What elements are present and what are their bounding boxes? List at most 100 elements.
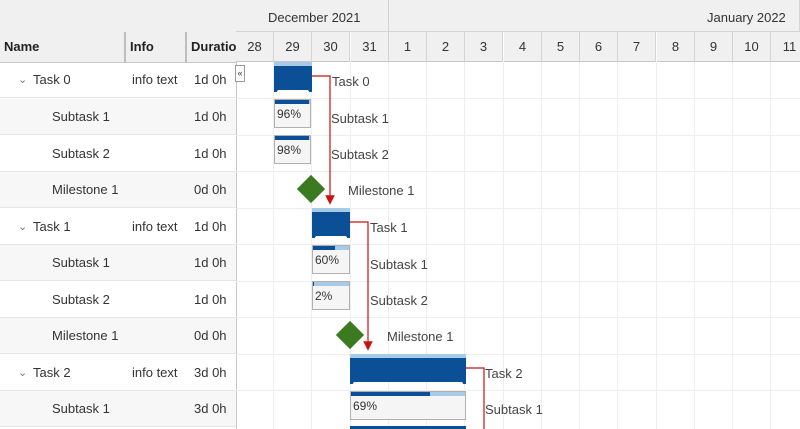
task-row[interactable]: ⌄ Task 1 info text 1d 0h [0, 209, 236, 245]
day-header: 7 [618, 32, 656, 62]
grid-line [541, 62, 542, 429]
summary-bar[interactable] [274, 62, 312, 92]
progress-text: 96% [277, 107, 302, 121]
bar-label: Task 1 [370, 220, 408, 235]
task-name: Subtask 1 [52, 109, 110, 124]
bar-label: Subtask 1 [370, 257, 428, 272]
day-header: 3 [465, 32, 503, 62]
grid-line [503, 62, 504, 429]
task-info: info text [132, 72, 178, 87]
subtask-bar[interactable]: 60% [312, 245, 350, 274]
row-line [236, 171, 800, 172]
grid-line [694, 62, 695, 429]
task-duration: 3d 0h [194, 401, 227, 416]
chevron-down-icon[interactable]: ⌄ [18, 367, 28, 379]
grid-header-row: Name Info Duratio [0, 32, 236, 63]
task-row[interactable]: Subtask 1 1d 0h [0, 245, 236, 281]
task-duration: 0d 0h [194, 328, 227, 343]
task-name: Subtask 1 [52, 401, 110, 416]
task-name: Subtask 2 [52, 146, 110, 161]
day-header: 10 [733, 32, 771, 62]
task-row[interactable]: ⌄ Task 2 info text 3d 0h [0, 355, 236, 391]
day-header: 11 [771, 32, 800, 62]
task-duration: 1d 0h [194, 109, 227, 124]
progress-text: 60% [315, 253, 340, 267]
bar-label: Milestone 1 [387, 329, 454, 344]
dependency-links [312, 75, 485, 429]
day-header: 5 [542, 32, 580, 62]
task-name: Task 1 [33, 219, 71, 234]
row-line [236, 135, 800, 136]
progress-track [313, 282, 349, 286]
bar-label: Task 0 [332, 74, 370, 89]
task-duration: 0d 0h [194, 182, 227, 197]
row-line [236, 354, 800, 355]
row-line [236, 317, 800, 318]
subtask-bar[interactable]: 96% [274, 99, 311, 128]
day-header: 28 [236, 32, 274, 62]
grid-line [426, 62, 427, 429]
collapse-grid-button[interactable]: « [235, 65, 245, 82]
day-header: 1 [389, 32, 427, 62]
bar-label: Subtask 1 [331, 111, 389, 126]
subtask-bar[interactable]: 2% [312, 281, 350, 310]
task-row[interactable]: Subtask 2 1d 0h [0, 136, 236, 172]
day-header: 2 [427, 32, 465, 62]
column-header-duration[interactable]: Duratio [191, 39, 236, 54]
summary-bar-top [312, 208, 350, 212]
task-row[interactable]: Milestone 1 0d 0h [0, 172, 236, 208]
grid-line [579, 62, 580, 429]
column-header-info[interactable]: Info [126, 32, 187, 62]
summary-bar[interactable] [350, 426, 466, 429]
task-duration: 1d 0h [194, 72, 227, 87]
summary-bar[interactable] [312, 208, 350, 238]
summary-bar-shape [312, 212, 350, 238]
summary-bar[interactable] [350, 354, 466, 384]
task-grid: Name Info Duratio ⌄ Task 0 info text 1d … [0, 0, 237, 429]
progress-text: 98% [277, 143, 302, 157]
day-header: 29 [274, 32, 312, 62]
row-line [236, 390, 800, 391]
summary-bar-top [274, 62, 312, 66]
grid-line [617, 62, 618, 429]
task-row[interactable]: ⌄ Task 0 info text 1d 0h [0, 62, 236, 98]
task-name: Milestone 1 [52, 328, 119, 343]
task-name: Milestone 1 [52, 182, 119, 197]
task-row[interactable]: Subtask 1 1d 0h [0, 99, 236, 135]
column-header-name[interactable]: Name [0, 32, 126, 62]
task-row[interactable]: Milestone 1 0d 0h [0, 318, 236, 354]
summary-bar-top [350, 354, 466, 358]
task-duration: 1d 0h [194, 292, 227, 307]
gantt-chart: December 2021 January 2022 28 29 30 31 1… [236, 0, 800, 429]
task-row[interactable]: Subtask 2 1d 0h [0, 282, 236, 318]
day-header: 30 [312, 32, 350, 62]
task-duration: 1d 0h [194, 255, 227, 270]
task-name: Subtask 1 [52, 255, 110, 270]
row-line [236, 244, 800, 245]
progress-fill [313, 246, 335, 250]
grid-line [732, 62, 733, 429]
task-name: Subtask 2 [52, 292, 110, 307]
day-header: 4 [504, 32, 542, 62]
task-row[interactable]: Subtask 1 3d 0h [0, 391, 236, 427]
task-name: Task 2 [33, 365, 71, 380]
subtask-bar[interactable]: 69% [350, 391, 466, 420]
grid-line [311, 62, 312, 429]
subtask-bar[interactable]: 98% [274, 135, 311, 164]
task-duration: 3d 0h [194, 365, 227, 380]
task-info: info text [132, 219, 178, 234]
task-info: info text [132, 365, 178, 380]
grid-line [388, 62, 389, 429]
day-header: 8 [657, 32, 695, 62]
progress-fill [351, 392, 430, 396]
month-header-january: January 2022 [389, 0, 800, 32]
chevron-down-icon[interactable]: ⌄ [18, 221, 28, 233]
progress-fill [313, 282, 314, 286]
task-name: Task 0 [33, 72, 71, 87]
row-line [236, 208, 800, 209]
grid-line [273, 62, 274, 429]
grid-line [464, 62, 465, 429]
row-line [236, 98, 800, 99]
chevron-down-icon[interactable]: ⌄ [18, 74, 28, 86]
progress-fill [275, 100, 309, 104]
